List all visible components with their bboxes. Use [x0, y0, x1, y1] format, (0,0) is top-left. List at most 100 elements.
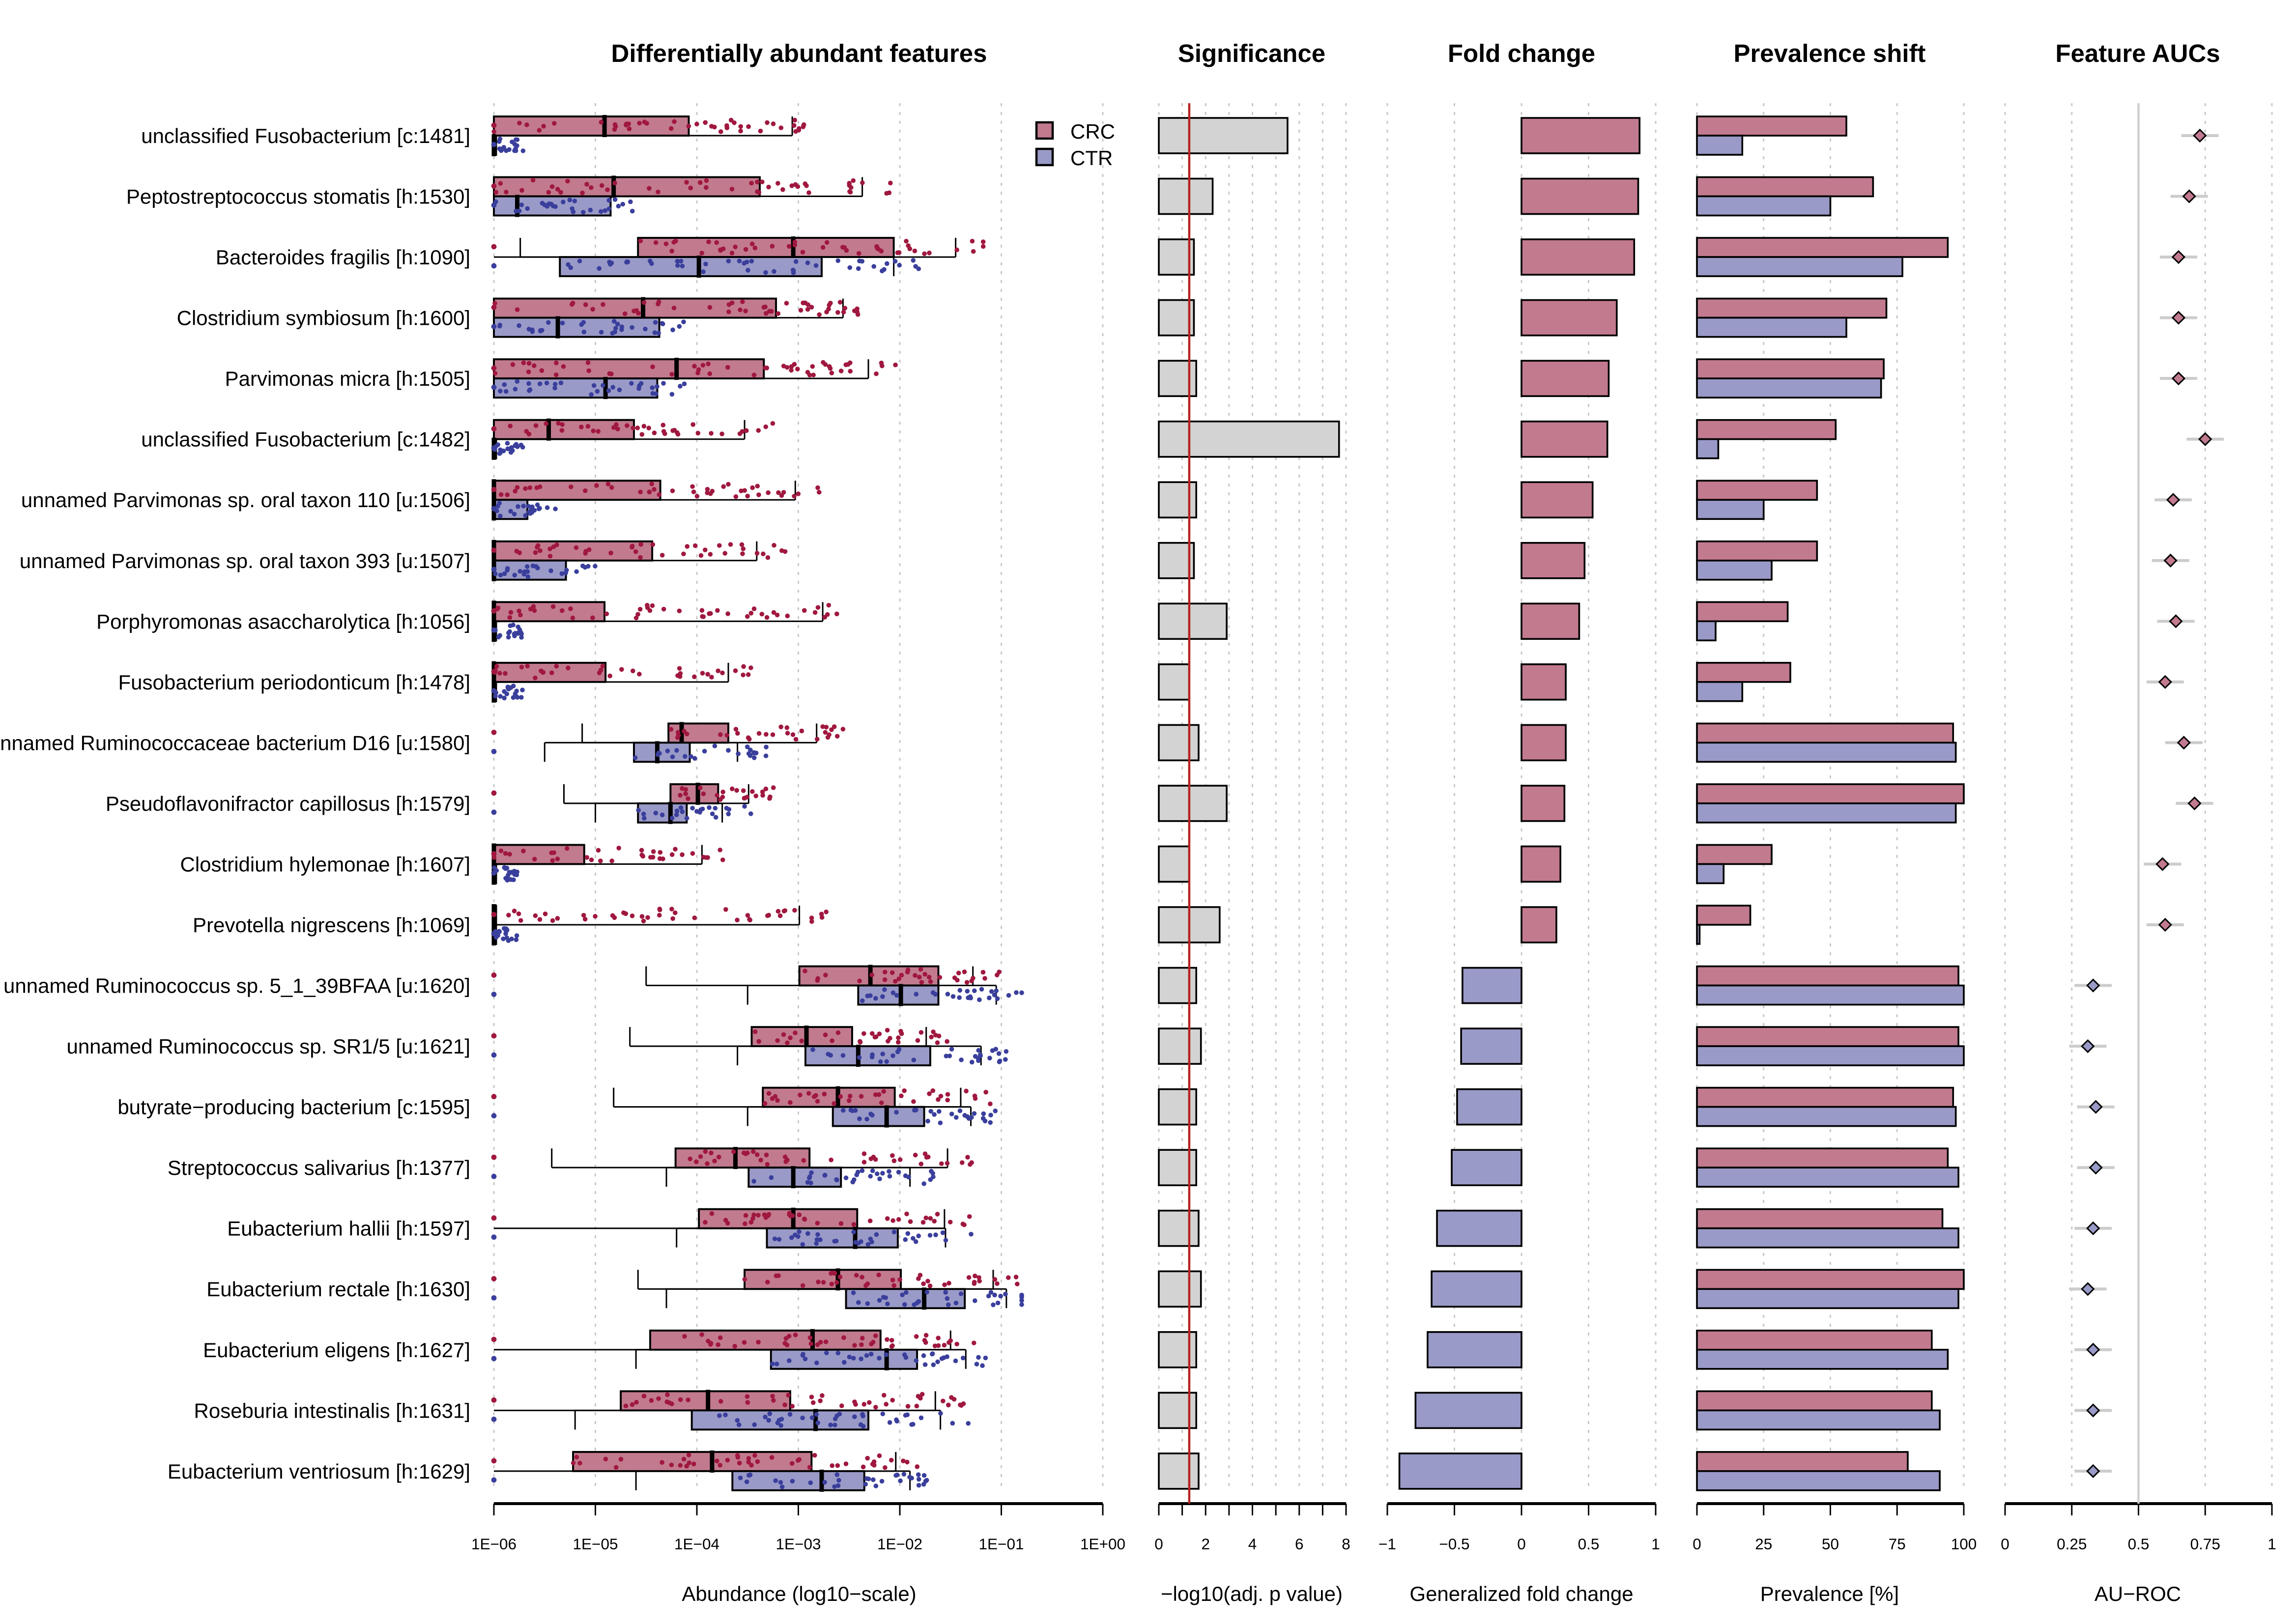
point-crc [612, 122, 618, 127]
point-ctr [772, 269, 776, 274]
point-crc [992, 1277, 998, 1282]
point-crc [492, 370, 498, 376]
point-crc [782, 549, 788, 554]
point-ctr [642, 816, 647, 821]
point-crc [947, 1281, 951, 1286]
point-ctr [606, 388, 611, 393]
auc-point [2089, 1100, 2103, 1114]
point-crc [824, 724, 829, 730]
point-crc [810, 1400, 816, 1405]
point-ctr [653, 810, 659, 816]
point-crc [905, 1459, 910, 1465]
point-crc [601, 302, 605, 307]
point-ctr [512, 512, 517, 517]
point-crc [742, 1150, 746, 1156]
feature-label: Eubacterium hallii [h:1597] [227, 1217, 470, 1240]
point-crc [916, 1276, 921, 1281]
box-crc [493, 115, 690, 137]
point-ctr [574, 569, 579, 574]
point-crc [960, 1222, 966, 1226]
point-crc [885, 1216, 890, 1221]
point-crc [752, 245, 758, 251]
point-ctr [660, 321, 665, 326]
point-crc [824, 909, 829, 914]
auc-point [2163, 553, 2178, 568]
point-ctr [498, 447, 503, 453]
tick-label: 0 [1693, 1535, 1701, 1553]
point-crc [799, 728, 804, 734]
point-crc [775, 1038, 780, 1043]
foldchange-bar [1521, 177, 1639, 215]
point-crc [698, 553, 704, 558]
tick-label: −1 [1378, 1535, 1396, 1553]
point-crc [581, 912, 586, 918]
point-crc [835, 1463, 840, 1468]
point-crc [1005, 1275, 1011, 1280]
point-ctr [684, 816, 689, 821]
point-crc [861, 1031, 866, 1036]
abundance-axis-title: Abundance (log10−scale) [682, 1582, 916, 1605]
point-ctr [893, 1473, 898, 1478]
point-ctr [949, 1047, 954, 1052]
point-crc [806, 190, 811, 195]
point-crc [746, 124, 751, 129]
box-crc [493, 176, 761, 198]
point-crc [922, 1338, 927, 1343]
point-crc [777, 913, 783, 918]
feature-label: Eubacterium rectale [h:1630] [206, 1278, 470, 1301]
point-crc [988, 1101, 993, 1107]
point-crc [678, 793, 683, 798]
point-crc [746, 1459, 751, 1465]
tick-label: 1E−01 [979, 1535, 1024, 1553]
significance-axis-title: −log10(adj. p value) [1161, 1582, 1343, 1605]
point-crc [712, 1158, 717, 1164]
point-ctr [860, 1168, 865, 1173]
point-crc [958, 1402, 963, 1407]
point-crc [793, 182, 798, 187]
point-ctr [885, 1301, 890, 1307]
point-crc [902, 1088, 907, 1093]
point-crc [669, 371, 675, 377]
point-crc [733, 668, 738, 673]
point-ctr [508, 509, 513, 514]
point-ctr [921, 1181, 926, 1186]
point-crc [725, 1457, 730, 1463]
point-crc [698, 180, 703, 185]
auc-point [2081, 1039, 2095, 1054]
point-crc [694, 121, 699, 127]
point-ctr [491, 263, 497, 269]
point-crc [708, 1342, 713, 1347]
point-ctr [835, 258, 841, 263]
point-ctr [989, 989, 994, 994]
point-ctr [944, 1054, 949, 1058]
foldchange-bar [1436, 1209, 1522, 1247]
point-ctr [670, 754, 675, 760]
point-crc [723, 1218, 728, 1223]
point-ctr [497, 146, 502, 151]
point-crc [543, 912, 548, 916]
point-ctr [558, 380, 564, 385]
point-ctr [675, 258, 680, 264]
point-ctr [890, 1053, 895, 1058]
point-crc [597, 670, 602, 676]
point-crc [549, 184, 555, 189]
prevalence-bar-crc [1696, 480, 1818, 501]
point-crc [927, 1091, 932, 1096]
point-ctr [581, 329, 587, 335]
point-crc [791, 123, 797, 128]
point-ctr [860, 998, 865, 1003]
point-ctr [904, 1290, 909, 1295]
point-crc [518, 612, 523, 618]
foldchange-bar [1521, 238, 1636, 276]
point-crc [838, 1094, 843, 1099]
point-ctr [931, 1362, 936, 1368]
point-crc [782, 908, 788, 913]
point-crc [706, 1339, 711, 1344]
point-ctr [992, 993, 997, 997]
point-ctr [613, 326, 618, 331]
significance-bar [1158, 420, 1340, 458]
point-ctr [650, 385, 655, 390]
foldchange-bar [1431, 1270, 1522, 1308]
point-crc [605, 482, 611, 486]
point-ctr [880, 268, 885, 274]
